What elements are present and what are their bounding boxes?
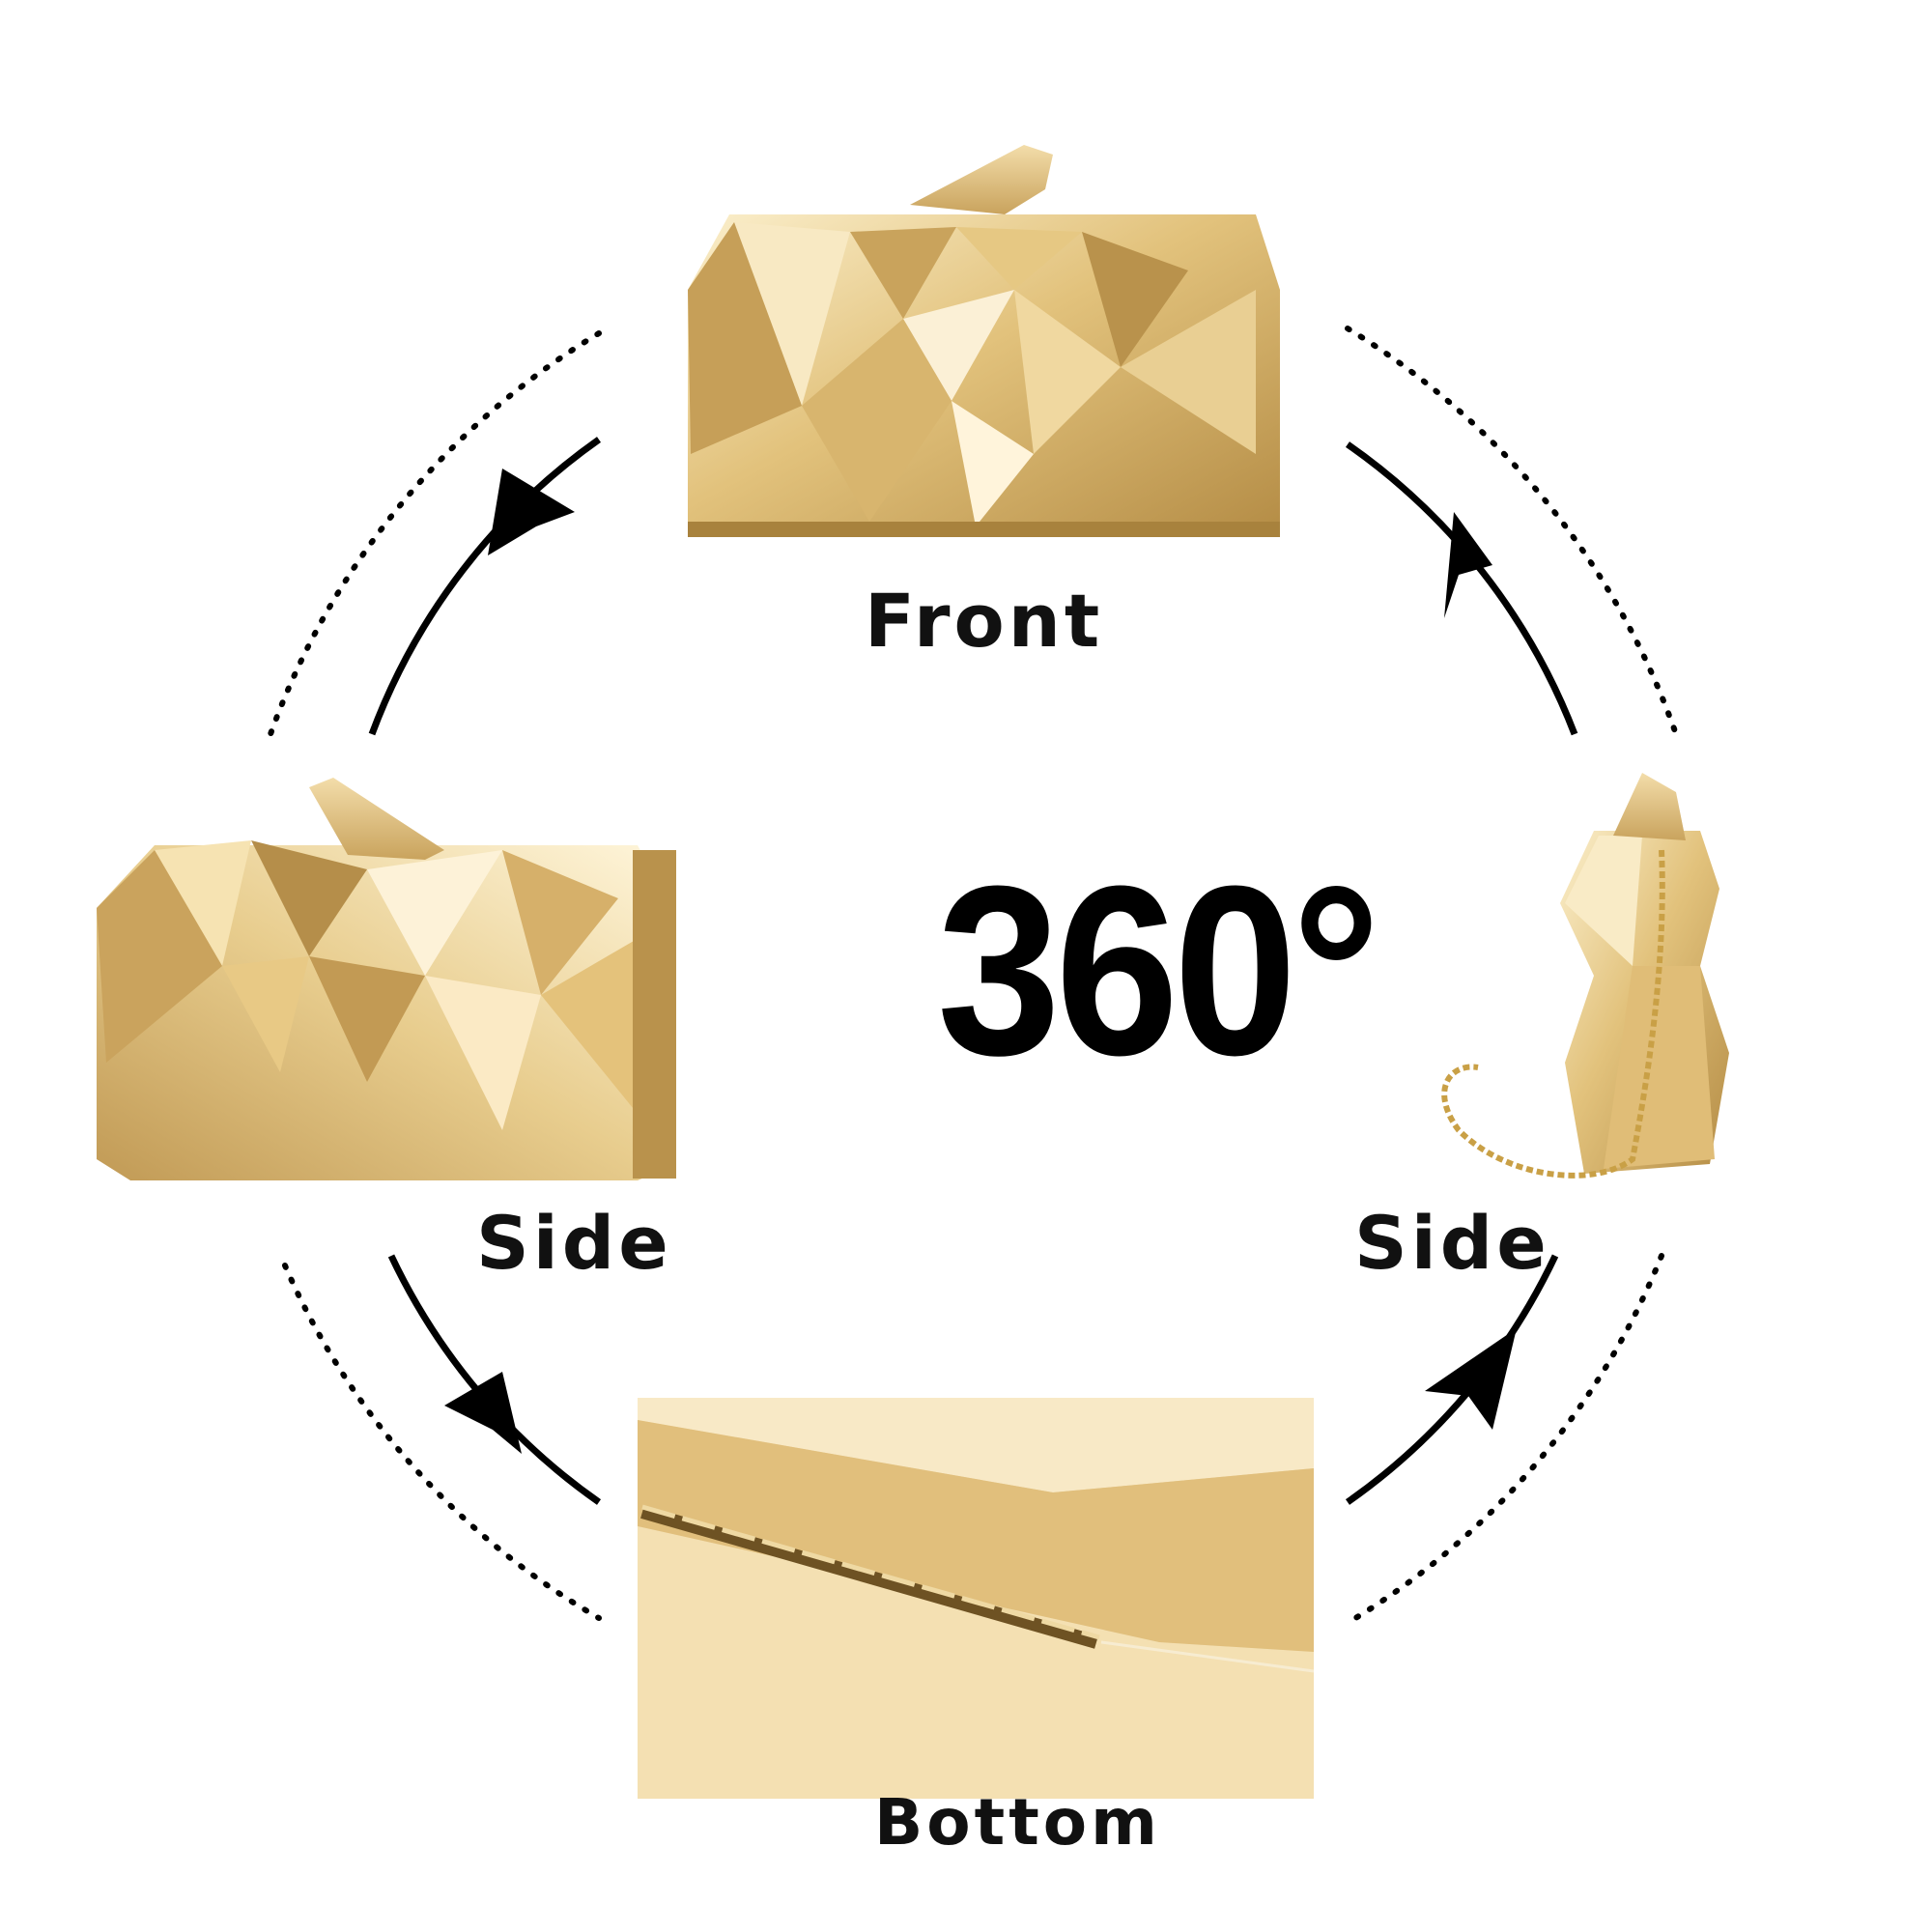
view-label-bottom: Bottom [874,1785,1161,1860]
arrowhead-icon [444,1372,522,1454]
bag-bottom-image [638,1398,1315,1799]
bag-front-image [688,145,1280,537]
clasp-icon [1613,773,1686,840]
dotted-arc-top-right [1345,326,1679,737]
chain [1441,849,1665,1179]
view-label-side-left: Side [476,1200,672,1286]
dotted-ring [268,326,1679,1626]
arrowhead-icon [1444,512,1492,618]
bag-side-right-image [1441,773,1729,1179]
bag-side-left-image [97,778,676,1180]
arrowhead-icon [488,469,575,555]
dotted-arc-bottom-left [282,1263,602,1621]
view-label-side-right: Side [1354,1200,1550,1286]
dotted-arc-top-left [268,330,602,737]
dotted-arc-bottom-right [1345,1253,1664,1626]
view-label-front: Front [865,578,1104,664]
arrow-top-left [368,437,602,736]
clasp-icon [910,145,1053,214]
arrowhead-icon [1425,1328,1517,1430]
rotation-degrees-title: 360° [937,836,1380,1105]
arrowheads [444,469,1517,1454]
arrow-top-right [1345,441,1578,736]
clasp-icon [309,778,444,860]
hinge-icon [641,1504,1100,1640]
